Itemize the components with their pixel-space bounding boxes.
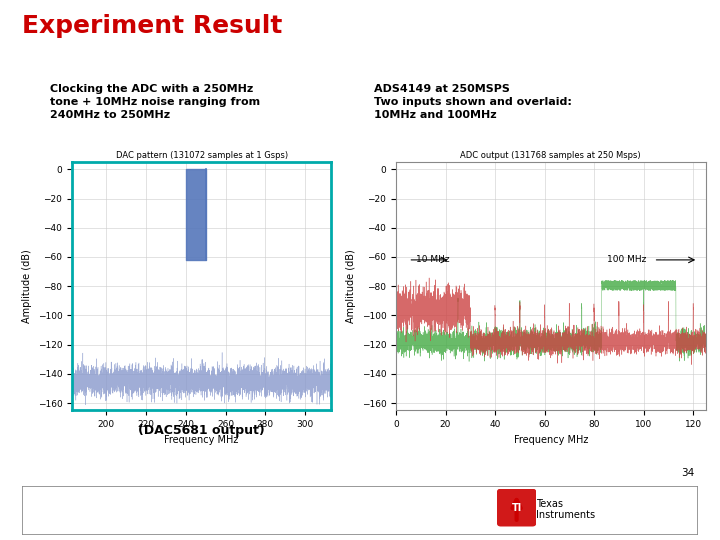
Title: ADC output (131768 samples at 250 Msps): ADC output (131768 samples at 250 Msps) (461, 151, 641, 160)
Text: ADS4149 at 250MSPS
Two inputs shown and overlaid:
10MHz and 100MHz: ADS4149 at 250MSPS Two inputs shown and … (374, 84, 572, 120)
Title: DAC pattern (131072 samples at 1 Gsps): DAC pattern (131072 samples at 1 Gsps) (115, 151, 288, 160)
FancyBboxPatch shape (22, 486, 698, 535)
Text: 34: 34 (682, 468, 695, 478)
FancyBboxPatch shape (497, 489, 536, 526)
Text: Experiment Result: Experiment Result (22, 14, 282, 37)
X-axis label: Frequency MHz: Frequency MHz (513, 435, 588, 444)
Text: (DAC5681 output): (DAC5681 output) (138, 424, 265, 437)
Text: 100 MHz: 100 MHz (606, 255, 646, 265)
FancyArrowPatch shape (513, 500, 521, 520)
Text: Texas
Instruments: Texas Instruments (536, 498, 595, 520)
X-axis label: Frequency MHz: Frequency MHz (164, 435, 239, 444)
Y-axis label: Amplitude (dB): Amplitude (dB) (22, 249, 32, 323)
Text: 10 MHz: 10 MHz (416, 255, 449, 265)
Text: Clocking the ADC with a 250MHz
tone + 10MHz noise ranging from
240MHz to 250MHz: Clocking the ADC with a 250MHz tone + 10… (50, 84, 261, 120)
Y-axis label: Amplitude (dB): Amplitude (dB) (346, 249, 356, 323)
Text: TI: TI (511, 503, 522, 512)
